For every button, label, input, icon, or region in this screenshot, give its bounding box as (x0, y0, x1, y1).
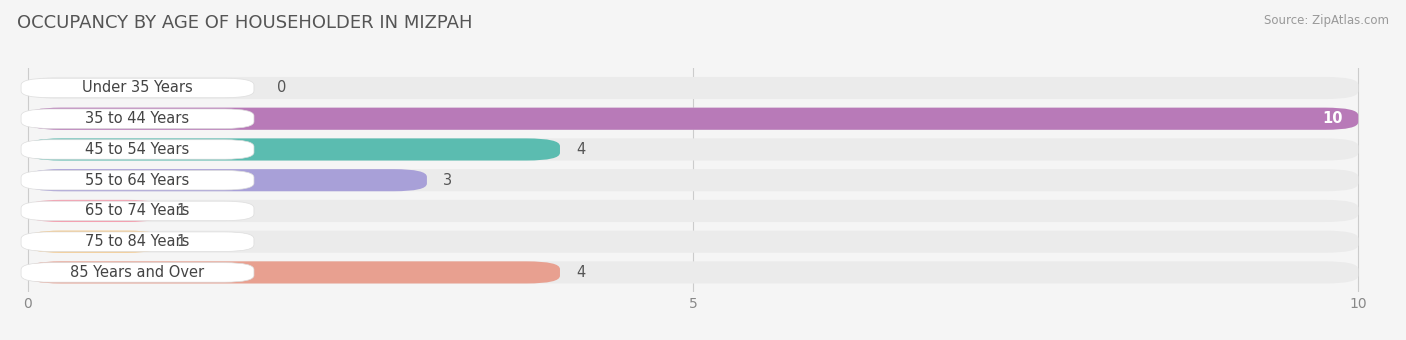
FancyBboxPatch shape (28, 200, 160, 222)
Text: OCCUPANCY BY AGE OF HOUSEHOLDER IN MIZPAH: OCCUPANCY BY AGE OF HOUSEHOLDER IN MIZPA… (17, 14, 472, 32)
Text: 35 to 44 Years: 35 to 44 Years (86, 111, 190, 126)
Text: 1: 1 (177, 203, 186, 218)
FancyBboxPatch shape (21, 201, 254, 221)
Text: 4: 4 (576, 265, 585, 280)
FancyBboxPatch shape (21, 78, 254, 98)
Text: 0: 0 (277, 81, 285, 96)
FancyBboxPatch shape (28, 138, 1358, 160)
FancyBboxPatch shape (28, 231, 160, 253)
Text: Under 35 Years: Under 35 Years (82, 81, 193, 96)
Text: 45 to 54 Years: 45 to 54 Years (86, 142, 190, 157)
Text: 55 to 64 Years: 55 to 64 Years (86, 173, 190, 188)
FancyBboxPatch shape (21, 140, 254, 159)
Text: 4: 4 (576, 142, 585, 157)
Text: 3: 3 (443, 173, 451, 188)
FancyBboxPatch shape (28, 200, 1358, 222)
Text: Source: ZipAtlas.com: Source: ZipAtlas.com (1264, 14, 1389, 27)
FancyBboxPatch shape (28, 138, 560, 160)
FancyBboxPatch shape (28, 231, 1358, 253)
FancyBboxPatch shape (28, 261, 560, 284)
FancyBboxPatch shape (28, 108, 1358, 130)
FancyBboxPatch shape (28, 261, 1358, 284)
FancyBboxPatch shape (28, 169, 427, 191)
Text: 10: 10 (1322, 111, 1343, 126)
FancyBboxPatch shape (21, 109, 254, 129)
Text: 1: 1 (177, 234, 186, 249)
FancyBboxPatch shape (28, 77, 1358, 99)
FancyBboxPatch shape (28, 108, 1358, 130)
Text: 75 to 84 Years: 75 to 84 Years (86, 234, 190, 249)
FancyBboxPatch shape (21, 232, 254, 251)
FancyBboxPatch shape (21, 263, 254, 282)
Text: 65 to 74 Years: 65 to 74 Years (86, 203, 190, 218)
Text: 85 Years and Over: 85 Years and Over (70, 265, 205, 280)
FancyBboxPatch shape (21, 170, 254, 190)
FancyBboxPatch shape (28, 169, 1358, 191)
